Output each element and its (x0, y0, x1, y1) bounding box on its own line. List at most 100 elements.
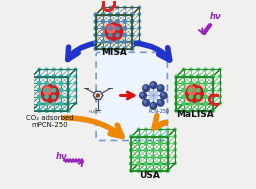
Circle shape (211, 82, 215, 85)
Circle shape (130, 33, 134, 37)
Text: USA: USA (139, 171, 160, 180)
Circle shape (157, 85, 164, 91)
Circle shape (109, 33, 112, 37)
Circle shape (152, 162, 155, 165)
Circle shape (145, 162, 147, 165)
Circle shape (67, 109, 70, 112)
Circle shape (182, 75, 185, 78)
Circle shape (159, 135, 162, 138)
Circle shape (59, 109, 63, 112)
Circle shape (175, 109, 178, 112)
Circle shape (188, 87, 196, 95)
Circle shape (161, 93, 164, 96)
Circle shape (94, 20, 98, 23)
Circle shape (197, 88, 200, 91)
Circle shape (130, 149, 133, 152)
Circle shape (101, 27, 105, 30)
Circle shape (74, 68, 77, 71)
Circle shape (101, 40, 105, 43)
Circle shape (159, 162, 162, 165)
Circle shape (123, 20, 126, 22)
Circle shape (116, 33, 119, 37)
Circle shape (38, 82, 41, 85)
Circle shape (204, 82, 207, 84)
Circle shape (197, 82, 200, 84)
Circle shape (166, 128, 169, 131)
Circle shape (166, 155, 169, 159)
Circle shape (175, 88, 178, 92)
Circle shape (211, 88, 214, 91)
Text: H₃BTC: H₃BTC (89, 110, 102, 114)
Circle shape (174, 162, 176, 165)
Circle shape (45, 75, 48, 78)
Circle shape (38, 102, 41, 105)
Circle shape (45, 88, 48, 92)
Circle shape (39, 82, 61, 105)
Circle shape (211, 102, 214, 105)
Circle shape (190, 102, 192, 105)
Circle shape (175, 75, 178, 78)
Circle shape (109, 13, 112, 15)
Circle shape (204, 102, 207, 105)
Circle shape (166, 148, 169, 151)
Circle shape (144, 86, 146, 88)
Circle shape (102, 33, 104, 36)
Circle shape (182, 88, 185, 92)
Circle shape (145, 155, 147, 158)
Circle shape (130, 135, 133, 138)
Circle shape (152, 149, 155, 152)
Circle shape (45, 68, 48, 71)
Circle shape (52, 102, 55, 105)
Circle shape (116, 33, 119, 36)
Circle shape (149, 91, 158, 100)
Circle shape (152, 142, 155, 145)
Circle shape (67, 75, 70, 77)
Circle shape (45, 109, 48, 112)
Circle shape (182, 109, 185, 112)
Circle shape (138, 40, 141, 43)
Circle shape (130, 27, 134, 30)
Circle shape (102, 13, 104, 15)
Circle shape (131, 13, 133, 15)
Circle shape (197, 95, 200, 99)
Circle shape (105, 23, 123, 40)
Circle shape (204, 102, 207, 105)
Circle shape (59, 75, 63, 78)
Circle shape (157, 99, 164, 106)
Circle shape (109, 40, 112, 43)
Circle shape (197, 82, 200, 85)
Circle shape (182, 95, 185, 98)
Circle shape (190, 88, 192, 91)
Circle shape (94, 13, 98, 16)
Circle shape (137, 155, 140, 159)
Circle shape (138, 26, 141, 29)
Circle shape (182, 82, 185, 84)
Circle shape (94, 27, 98, 30)
Circle shape (123, 26, 126, 29)
Circle shape (59, 88, 63, 92)
Circle shape (152, 135, 155, 138)
Circle shape (59, 95, 63, 99)
Circle shape (45, 102, 48, 105)
Circle shape (137, 149, 140, 152)
Circle shape (123, 20, 126, 23)
Circle shape (109, 33, 112, 36)
Circle shape (158, 101, 161, 103)
Circle shape (102, 6, 104, 9)
Circle shape (130, 169, 133, 172)
Circle shape (123, 47, 126, 50)
Circle shape (94, 40, 98, 43)
Circle shape (123, 6, 126, 9)
FancyBboxPatch shape (96, 52, 167, 140)
Circle shape (219, 68, 221, 71)
Circle shape (182, 82, 185, 85)
Circle shape (116, 6, 119, 9)
Circle shape (101, 13, 105, 16)
Circle shape (30, 102, 34, 105)
Circle shape (130, 20, 134, 23)
Circle shape (52, 102, 56, 105)
Circle shape (152, 135, 155, 138)
Circle shape (74, 82, 77, 84)
Circle shape (45, 102, 48, 105)
Text: MISA: MISA (101, 48, 127, 57)
